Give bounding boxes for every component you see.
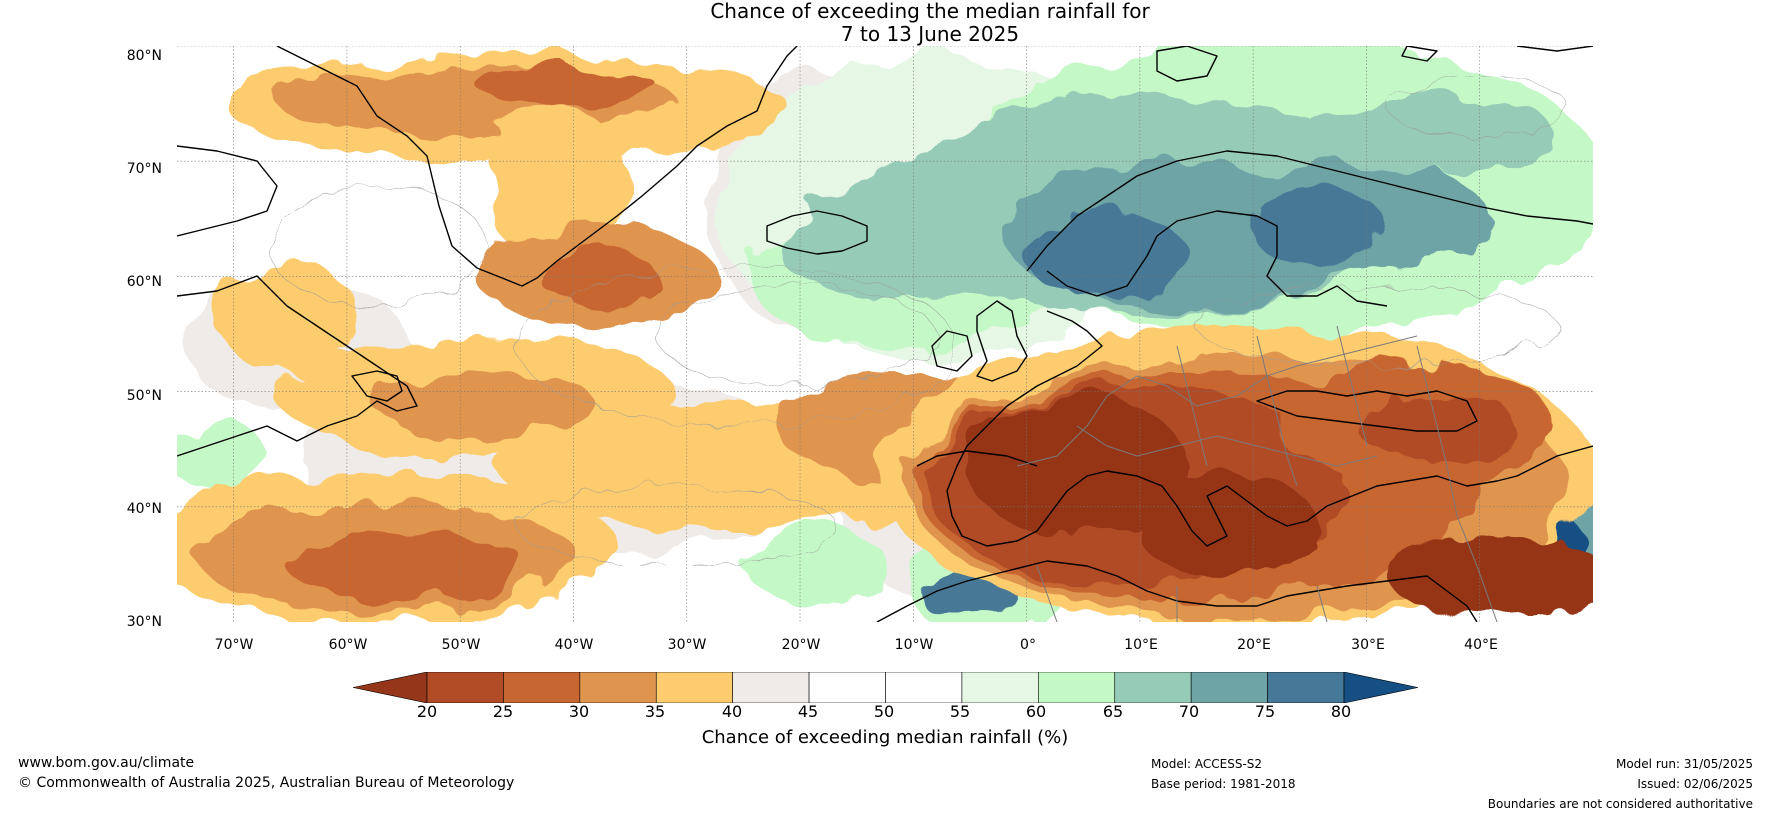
colorbar-tick-65: 65 — [1102, 702, 1124, 721]
contour-lines — [266, 75, 1568, 567]
colorbar-tick-50: 50 — [873, 702, 895, 721]
title-line-2: 7 to 13 June 2025 — [840, 22, 1020, 46]
colorbar-tick-35: 35 — [644, 702, 666, 721]
colorbar-tick-75: 75 — [1254, 702, 1276, 721]
lat-label-80n: 80°N — [126, 48, 162, 64]
colorbar-tick-80: 80 — [1330, 702, 1352, 721]
lat-label-60n: 60°N — [126, 274, 162, 290]
colorbar-segment — [1190, 672, 1268, 703]
colorbar-title: Chance of exceeding median rainfall (%) — [0, 728, 1770, 748]
colorbar-tick-60: 60 — [1025, 702, 1047, 721]
colorbar-segment — [426, 672, 504, 703]
rainfall-map — [177, 46, 1593, 622]
colorbar-tick-20: 20 — [416, 702, 438, 721]
lon-label-40e: 40°E — [1464, 637, 1498, 653]
colorbar-tick-55: 55 — [949, 702, 971, 721]
lat-label-40n: 40°N — [126, 501, 162, 517]
colorbar-segment — [1267, 672, 1345, 703]
country-borders — [1016, 325, 1498, 622]
graticule — [177, 46, 1593, 622]
footer-model: Model: ACCESS-S2 — [1151, 757, 1263, 771]
lon-label-70w: 70°W — [214, 637, 254, 653]
lon-label-20e: 20°E — [1237, 637, 1271, 653]
footer-disclaimer: Boundaries are not considered authoritat… — [1487, 797, 1753, 811]
colorbar-tick-40: 40 — [721, 702, 743, 721]
colorbar-arrow-high — [1343, 672, 1418, 703]
footer-model-run: Model run: 31/05/2025 — [1615, 757, 1753, 771]
lon-label-10e: 10°E — [1124, 637, 1158, 653]
colorbar-segment — [885, 672, 963, 703]
colorbar-segment — [961, 672, 1039, 703]
colorbar-tick-45: 45 — [797, 702, 819, 721]
lon-label-40w: 40°W — [554, 637, 594, 653]
lon-label-30w: 30°W — [667, 637, 707, 653]
colorbar — [353, 672, 1418, 703]
colorbar-segment — [732, 672, 810, 703]
colorbar-segment — [808, 672, 886, 703]
colorbar-tick-70: 70 — [1178, 702, 1200, 721]
colorbar-arrow-low — [353, 672, 428, 703]
lon-label-0: 0° — [1020, 637, 1036, 653]
coastlines — [177, 46, 1593, 622]
lon-label-50w: 50°W — [441, 637, 481, 653]
colorbar-segment — [655, 672, 733, 703]
map-canvas — [177, 46, 1593, 622]
colorbar-label: Chance of exceeding median rainfall (%) — [701, 727, 1069, 748]
footer-website: www.bom.gov.au/climate — [18, 755, 195, 771]
colorbar-segment — [1038, 672, 1116, 703]
map-title: Chance of exceeding the median rainfall … — [0, 0, 1770, 46]
lat-label-50n: 50°N — [126, 388, 162, 404]
lon-label-60w: 60°W — [328, 637, 368, 653]
colorbar-segment — [503, 672, 581, 703]
lon-label-20w: 20°W — [781, 637, 821, 653]
lon-label-30e: 30°E — [1351, 637, 1385, 653]
lat-label-30n: 30°N — [126, 614, 162, 630]
footer-base-period: Base period: 1981-2018 — [1151, 777, 1296, 791]
probability-field — [177, 46, 1593, 622]
footer-issued: Issued: 02/06/2025 — [1637, 777, 1753, 791]
lat-label-70n: 70°N — [126, 161, 162, 177]
colorbar-tick-25: 25 — [492, 702, 514, 721]
footer-copyright: © Commonwealth of Australia 2025, Austra… — [18, 775, 515, 791]
colorbar-segment — [579, 672, 657, 703]
title-line-1: Chance of exceeding the median rainfall … — [710, 0, 1150, 23]
colorbar-segment — [1114, 672, 1192, 703]
lon-label-10w: 10°W — [894, 637, 934, 653]
colorbar-tick-30: 30 — [568, 702, 590, 721]
